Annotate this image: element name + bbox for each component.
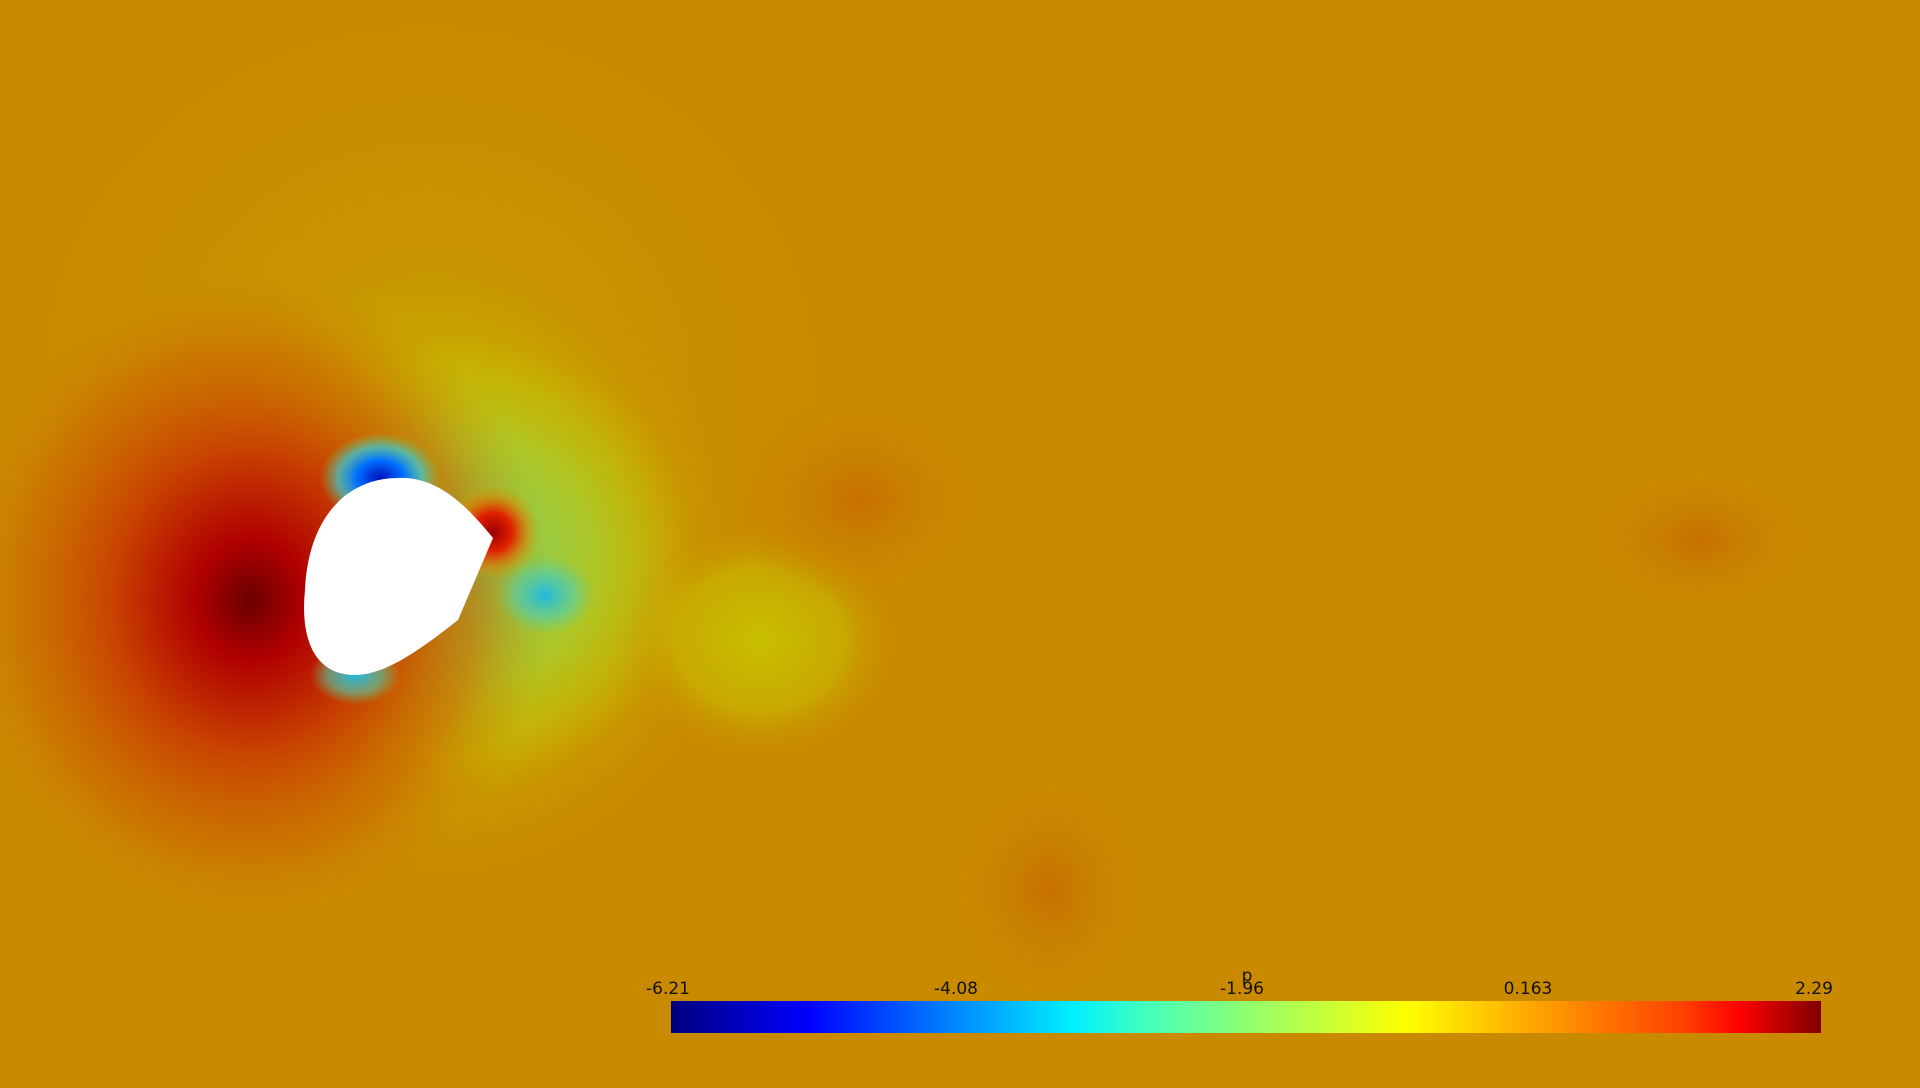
vortex-3 (1570, 460, 1830, 620)
colorbar-tick-max: 2.29 (1795, 979, 1833, 999)
wake-low-pressure (495, 555, 595, 635)
vortex-1 (720, 390, 1000, 610)
colorbar-gradient (671, 1001, 1821, 1033)
colorbar (671, 1001, 1821, 1033)
colorbar-tick-3: -1.96 (1220, 979, 1264, 999)
colorbar-title: p (1241, 966, 1253, 986)
colorbar-tick-2: -4.08 (934, 979, 978, 999)
stagnation-high-pressure (0, 270, 550, 930)
colorbar-tick-4: 0.163 (1503, 979, 1553, 999)
vortex-2 (940, 760, 1160, 1020)
colorbar-tick-min: -6.21 (646, 979, 690, 999)
obstacle-body (304, 477, 493, 675)
